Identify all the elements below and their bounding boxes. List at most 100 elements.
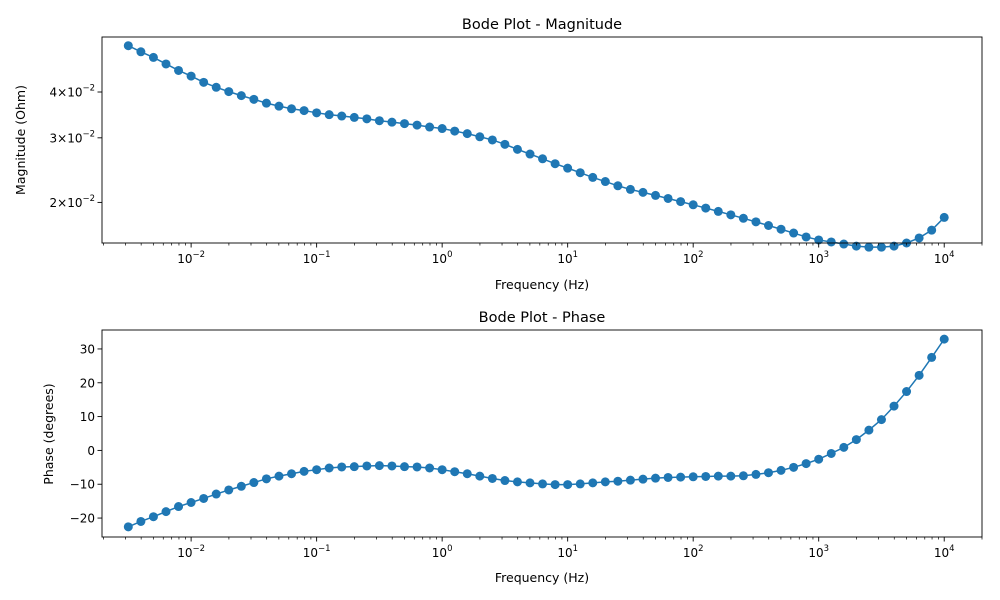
phase-data-point: [839, 442, 849, 452]
magnitude-data-point: [211, 82, 221, 92]
phase-data-point: [600, 477, 610, 487]
phase-data-point: [876, 415, 886, 425]
phase-data-point: [249, 478, 259, 488]
magnitude-data-point: [688, 200, 698, 210]
magnitude-data-point: [927, 225, 937, 235]
magnitude-data-point: [638, 187, 648, 197]
phase-data-point: [136, 516, 146, 526]
phase-data-point: [174, 502, 184, 512]
phase-data-point: [500, 476, 510, 486]
phase-data-point: [726, 471, 736, 481]
phase-x-axis-label: Frequency (Hz): [495, 570, 589, 585]
phase-data-point: [387, 461, 397, 471]
magnitude-series-line: [127, 45, 945, 248]
magnitude-data-point: [487, 135, 497, 145]
magnitude-data-point: [299, 106, 309, 116]
phase-data-point: [525, 478, 535, 488]
phase-x-tick-label: 100: [432, 544, 453, 560]
phase-data-point: [211, 489, 221, 499]
magnitude-data-point: [412, 120, 422, 130]
phase-data-point: [713, 471, 723, 481]
magnitude-series-points: [123, 41, 949, 252]
magnitude-data-point: [613, 181, 623, 191]
magnitude-data-point: [763, 221, 773, 230]
magnitude-y-tick-label: 2×10−2: [50, 194, 96, 210]
magnitude-data-point: [437, 124, 447, 134]
magnitude-x-tick-label: 10−1: [303, 250, 331, 266]
magnitude-x-tick-label: 101: [557, 250, 578, 266]
phase-data-point: [763, 468, 773, 478]
magnitude-data-point: [249, 94, 259, 104]
phase-y-tick-label: 30: [80, 342, 95, 356]
magnitude-data-point: [324, 110, 334, 120]
phase-data-point: [312, 465, 322, 475]
magnitude-data-point: [274, 101, 284, 111]
phase-data-point: [914, 370, 924, 380]
magnitude-subplot: Bode Plot - Magnitude 10−2 10−1 100 101 102 1…: [13, 17, 983, 292]
phase-data-point: [902, 387, 912, 397]
magnitude-data-point: [399, 119, 409, 129]
phase-x-tick-label: 10−1: [303, 544, 331, 560]
phase-data-point: [651, 473, 661, 483]
magnitude-data-point: [425, 122, 435, 132]
phase-data-point: [224, 485, 234, 495]
phase-data-point: [324, 463, 334, 473]
phase-x-tick-label: 102: [683, 544, 704, 560]
magnitude-data-point: [864, 242, 874, 252]
magnitude-data-point: [575, 168, 585, 178]
phase-data-point: [801, 459, 811, 469]
magnitude-data-point: [161, 59, 171, 69]
magnitude-data-point: [450, 126, 460, 136]
phase-data-point: [889, 401, 899, 411]
magnitude-x-tick-label: 102: [683, 250, 704, 266]
magnitude-data-point: [889, 241, 899, 251]
magnitude-data-point: [651, 190, 661, 200]
phase-x-minor-ticks: [103, 537, 983, 540]
magnitude-data-point: [349, 112, 359, 122]
magnitude-data-point: [676, 197, 686, 207]
magnitude-data-point: [374, 116, 384, 126]
magnitude-x-ticks: 10−2 10−1 100 101 102 103 104: [177, 243, 955, 266]
phase-x-ticks: 10−2 10−1 100 101 102 103 104: [177, 537, 955, 560]
magnitude-y-axis-label: Magnitude (Ohm): [13, 85, 28, 195]
magnitude-data-point: [713, 206, 723, 216]
magnitude-data-point: [186, 71, 196, 81]
phase-data-point: [701, 471, 711, 481]
magnitude-data-point: [236, 91, 246, 101]
phase-data-point: [236, 481, 246, 491]
magnitude-data-point: [512, 144, 522, 154]
magnitude-data-point: [287, 104, 297, 114]
phase-data-point: [148, 512, 158, 522]
phase-data-point: [425, 463, 435, 473]
phase-y-axis-label: Phase (degrees): [41, 383, 56, 484]
magnitude-data-point: [312, 108, 322, 118]
magnitude-title: Bode Plot - Magnitude: [462, 17, 622, 33]
magnitude-data-point: [789, 228, 799, 238]
phase-data-point: [299, 466, 309, 476]
magnitude-data-point: [663, 193, 673, 203]
phase-data-point: [374, 461, 384, 471]
magnitude-data-point: [199, 77, 209, 87]
phase-data-point: [638, 474, 648, 484]
phase-data-point: [550, 480, 560, 490]
phase-data-point: [789, 462, 799, 472]
magnitude-data-point: [538, 154, 548, 164]
phase-data-point: [186, 498, 196, 507]
phase-data-point: [274, 471, 284, 481]
phase-data-point: [613, 476, 623, 486]
magnitude-data-point: [563, 163, 573, 173]
magnitude-data-point: [174, 65, 184, 75]
magnitude-x-tick-label: 10−2: [177, 250, 205, 266]
magnitude-data-point: [826, 237, 836, 247]
magnitude-data-point: [839, 239, 849, 249]
phase-data-point: [776, 465, 786, 475]
magnitude-data-point: [738, 213, 748, 223]
magnitude-axes-frame: [101, 36, 983, 244]
phase-data-point: [814, 454, 824, 464]
phase-data-point: [123, 522, 133, 532]
phase-data-point: [826, 448, 836, 458]
phase-plot-area: [123, 334, 949, 532]
magnitude-data-point: [701, 203, 711, 213]
phase-subplot: Bode Plot - Phase 10−2 10−1 100 101 102 103 10…: [41, 310, 983, 585]
phase-data-point: [588, 478, 598, 488]
